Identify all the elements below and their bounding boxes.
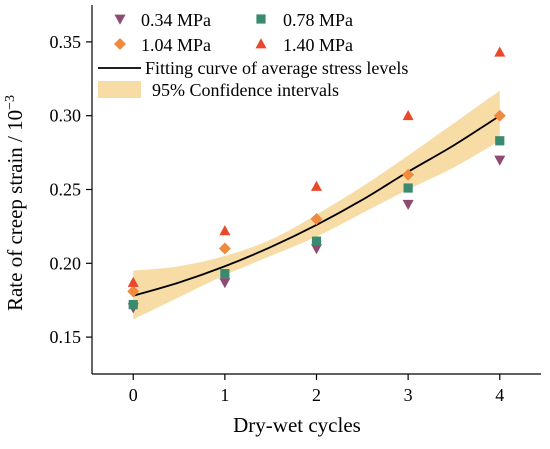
data-point-series-1 bbox=[494, 155, 506, 166]
data-point-series-3 bbox=[127, 285, 140, 298]
data-point-series-2 bbox=[311, 236, 322, 246]
legend-fit-label: Fitting curve of average stress levels bbox=[145, 58, 408, 78]
y-tick-label: 0.25 bbox=[50, 180, 82, 200]
y-axis-title: Rate of creep strain / 10−3 bbox=[3, 95, 27, 311]
x-tick-label: 3 bbox=[404, 385, 413, 405]
legend-label: 0.78 MPa bbox=[283, 10, 353, 30]
legend-label: 0.34 MPa bbox=[141, 10, 211, 30]
y-axis-title-text: Rate of creep strain / 10 bbox=[3, 110, 27, 311]
data-point-series-4 bbox=[127, 276, 139, 287]
data-point-series-3 bbox=[310, 213, 323, 225]
confidence-band-layer bbox=[133, 90, 500, 320]
data-point-series-2 bbox=[220, 269, 230, 279]
y-tick-label: 0.30 bbox=[50, 106, 82, 126]
axes-layer: 0 1 2 3 4 0.15 0.20 0.25 0.30 0.35 bbox=[50, 5, 541, 405]
x-tick-label: 1 bbox=[220, 385, 229, 405]
data-point-series-2 bbox=[128, 300, 138, 310]
legend: 0.34 MPa 0.78 MPa 1.04 MPa 1.40 MPa Fitting … bbox=[98, 10, 408, 100]
legend-label: 1.40 MPa bbox=[283, 35, 353, 55]
x-tick-label: 4 bbox=[495, 385, 504, 405]
legend-band-swatch bbox=[98, 81, 141, 98]
data-point-series-4 bbox=[310, 180, 323, 191]
data-point-series-1 bbox=[219, 278, 231, 289]
legend-marker bbox=[256, 14, 266, 24]
y-tick-label: 0.35 bbox=[50, 32, 82, 52]
x-axis-title: Dry-wet cycles bbox=[233, 413, 361, 437]
data-point-series-1 bbox=[310, 244, 323, 255]
data-point-series-1 bbox=[402, 199, 414, 211]
data-point-series-3 bbox=[218, 242, 231, 255]
legend-marker bbox=[114, 38, 126, 50]
legend-band-label: 95% Confidence intervals bbox=[152, 80, 339, 100]
data-point-series-4 bbox=[402, 109, 414, 121]
confidence-band bbox=[133, 90, 500, 320]
legend-label: 1.04 MPa bbox=[141, 35, 211, 55]
data-points-layer bbox=[127, 46, 506, 314]
y-axis-title-exponent: −3 bbox=[3, 95, 18, 110]
y-tick-label: 0.20 bbox=[50, 253, 82, 273]
legend-marker bbox=[114, 14, 126, 25]
data-point-series-4 bbox=[494, 46, 506, 57]
y-tick-label: 0.15 bbox=[50, 327, 82, 347]
data-point-series-3 bbox=[402, 168, 415, 181]
data-point-series-3 bbox=[493, 109, 506, 122]
legend-marker bbox=[255, 38, 267, 49]
data-point-series-4 bbox=[219, 225, 231, 236]
x-tick-label: 2 bbox=[312, 385, 321, 405]
data-point-series-2 bbox=[495, 136, 505, 146]
data-point-series-2 bbox=[403, 183, 413, 193]
x-tick-label: 0 bbox=[129, 385, 138, 405]
